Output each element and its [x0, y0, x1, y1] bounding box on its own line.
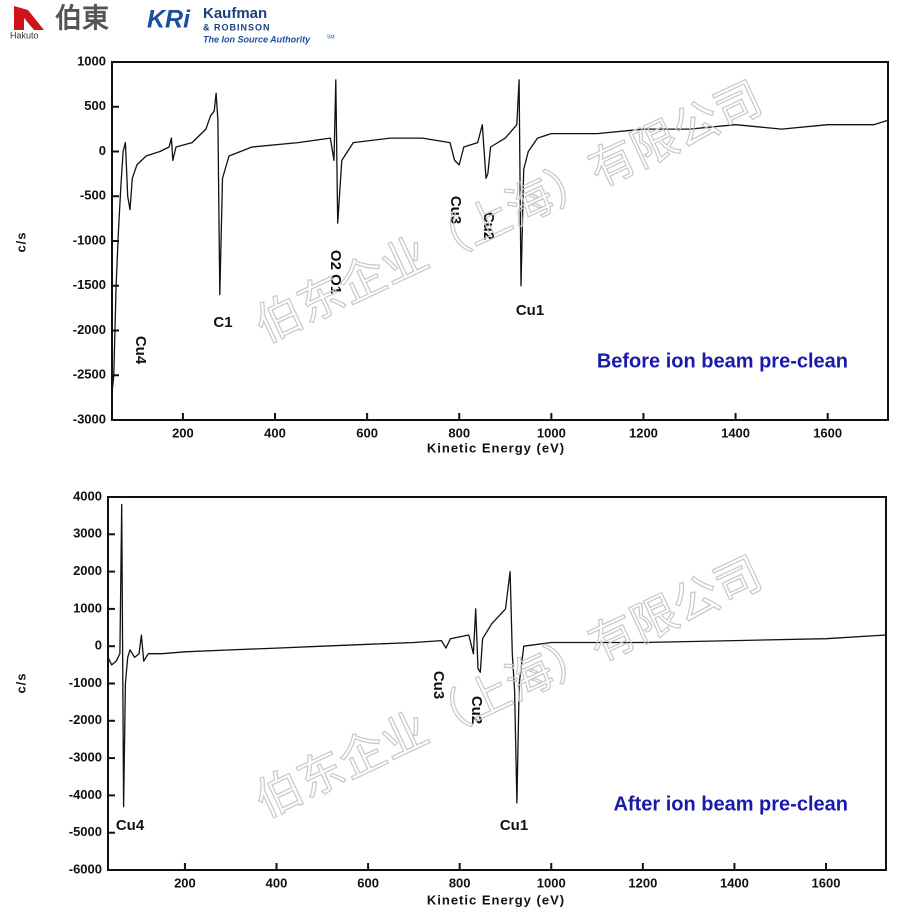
hakuto-cn: 伯東	[55, 4, 109, 35]
hakuto-text: Hakuto	[10, 30, 39, 40]
y-tick-label: -500	[80, 188, 106, 203]
chart: 4000 3000 2000 1000 0 -1000 -2000 -3000 -4000 -50…	[13, 488, 887, 907]
x-tick-label: 400	[266, 875, 288, 890]
peak-label: Cu2	[480, 212, 497, 240]
x-tick-label: 400	[264, 425, 286, 440]
y-tick-label: -1000	[73, 232, 106, 247]
peak-label: Cu1	[516, 302, 544, 319]
x-tick-label: 1200	[629, 425, 658, 440]
x-axis-title: Kinetic Energy (eV)	[427, 892, 565, 907]
x-tick-label: 1600	[812, 875, 841, 890]
y-axis-title: c/s	[13, 231, 28, 252]
y-tick-label: 500	[84, 98, 106, 113]
peak-label: Cu1	[500, 817, 528, 834]
chart: 1000 500 0 -500 -1000 -1500 -2000 -2500 -3000 200…	[13, 53, 889, 455]
y-tick-label: -1500	[73, 277, 106, 292]
x-tick-label: 1200	[628, 875, 657, 890]
peak-label: C1	[213, 314, 232, 331]
peak-label: Cu4	[132, 336, 149, 365]
x-tick-label: 800	[449, 875, 471, 890]
y-tick-label: -3000	[69, 750, 102, 765]
y-axis-title: c/s	[13, 672, 28, 693]
x-tick-label: 1600	[813, 425, 842, 440]
peak-label: Cu3	[430, 671, 447, 699]
watermark: 伯东企业（上海）有限公司	[247, 71, 770, 353]
condition-note: After ion beam pre-clean	[613, 793, 848, 815]
x-tick-label: 800	[448, 425, 470, 440]
x-tick-label: 1000	[537, 875, 566, 890]
y-tick-label: -2000	[69, 712, 102, 727]
y-tick-label: 1000	[77, 53, 106, 68]
spectrum-line	[111, 79, 889, 394]
y-tick-label: 2000	[73, 563, 102, 578]
y-tick-label: -5000	[69, 824, 102, 839]
y-tick-label: 1000	[73, 600, 102, 615]
y-tick-label: 0	[99, 143, 106, 158]
x-tick-label: 1000	[537, 425, 566, 440]
y-tick-label: 4000	[73, 488, 102, 503]
tagline-sm: SM	[327, 34, 335, 40]
peak-label: Cu3	[447, 196, 464, 224]
x-tick-label: 1400	[721, 425, 750, 440]
condition-note: Before ion beam pre-clean	[597, 350, 848, 372]
robinson: & ROBINSON	[203, 22, 271, 32]
x-tick-label: 600	[356, 425, 378, 440]
hakuto-mark	[14, 6, 44, 30]
y-tick-label: -2500	[73, 367, 106, 382]
peak-label: Cu2	[468, 696, 485, 724]
logo-hakuto: Hakuto 伯東	[10, 4, 109, 41]
spectrum-line	[107, 503, 887, 808]
peak-label: O2 O1	[327, 250, 344, 294]
x-tick-label: 200	[174, 875, 196, 890]
x-axis-title: Kinetic Energy (eV)	[427, 440, 565, 455]
x-tick-label: 200	[172, 425, 194, 440]
kaufman: Kaufman	[203, 5, 267, 22]
y-tick-label: -4000	[69, 787, 102, 802]
y-tick-label: -3000	[73, 411, 106, 426]
y-tick-label: -2000	[73, 322, 106, 337]
y-tick-label: 0	[95, 638, 102, 653]
y-tick-label: 3000	[73, 526, 102, 541]
y-tick-label: -1000	[69, 675, 102, 690]
kri-mark: KRi	[147, 6, 191, 34]
x-tick-label: 1400	[720, 875, 749, 890]
logo-kri: KRi Kaufman & ROBINSON The Ion Source Au…	[147, 5, 335, 44]
x-tick-label: 600	[357, 875, 379, 890]
y-tick-label: -6000	[69, 861, 102, 876]
peak-label: Cu4	[116, 817, 145, 834]
tagline: The Ion Source Authority	[203, 34, 311, 44]
